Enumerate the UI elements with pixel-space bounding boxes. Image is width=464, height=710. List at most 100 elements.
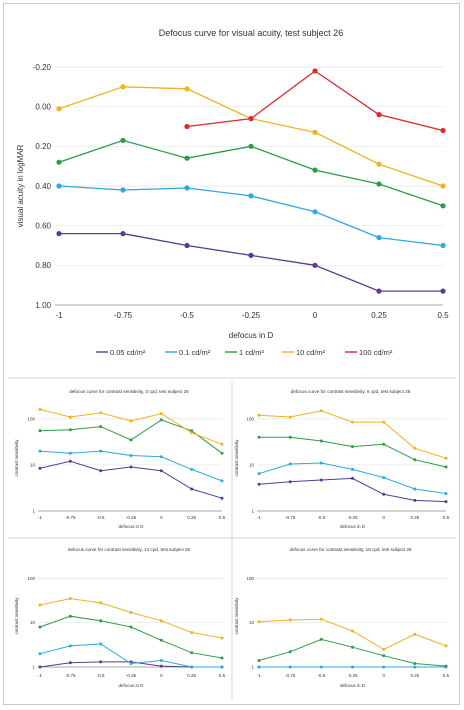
x-tick-label: -1 [55, 311, 63, 320]
x-tick-label: -0.25 [126, 673, 137, 678]
series-line [258, 410, 447, 459]
x-tick-label: 0.25 [187, 673, 196, 678]
x-tick-label: -0.75 [285, 515, 296, 520]
data-point [38, 603, 42, 607]
data-point [159, 664, 163, 668]
x-tick-label: -0.5 [317, 515, 325, 520]
data-point [190, 431, 194, 435]
data-point [220, 451, 224, 455]
data-point [413, 446, 417, 450]
y-tick-label: 1 [32, 509, 35, 514]
data-point [319, 439, 323, 443]
chart-title: Defocus curve for visual acuity, test su… [159, 28, 343, 38]
data-point [351, 665, 354, 669]
x-tick-label: -0.5 [97, 515, 105, 520]
data-point [382, 647, 386, 651]
figure-frame [3, 3, 460, 705]
series-blue [257, 461, 448, 495]
data-point [99, 601, 103, 605]
data-point [312, 68, 318, 74]
y-tick-label: 10 [249, 463, 255, 468]
data-point [184, 123, 190, 130]
data-point [440, 288, 446, 294]
x-tick-label: -0.5 [317, 673, 325, 678]
chart-3: defocus curve for contrast sensitivity, … [234, 389, 450, 529]
data-point [68, 597, 72, 601]
x-tick-label: 0.5 [437, 311, 449, 320]
series-green [257, 637, 448, 668]
data-point [376, 235, 382, 241]
y-tick-label: 1 [251, 665, 254, 670]
x-tick-label: -0.75 [65, 673, 76, 678]
data-point [220, 636, 224, 640]
data-point [99, 469, 103, 473]
data-point [184, 242, 190, 249]
data-point [382, 420, 386, 424]
chart-1: Defocus curve for visual acuity, test su… [16, 28, 449, 357]
y-axis-label: contrast sensitivity [14, 597, 19, 635]
series-line [59, 232, 443, 292]
legend-label: 1 cd/m² [239, 348, 265, 357]
y-tick-label: 10 [249, 620, 255, 625]
chart-4: defocus curve for contrast sensitivity, … [14, 547, 226, 688]
data-point [190, 651, 194, 655]
data-point [351, 629, 354, 633]
data-point [440, 203, 446, 209]
x-tick-label: -0.75 [114, 311, 133, 320]
data-point [413, 662, 417, 665]
x-tick-label: -0.75 [285, 673, 296, 678]
legend-label: 10 cd/m² [296, 348, 326, 357]
data-point [68, 428, 72, 432]
data-point [288, 462, 292, 466]
data-point [56, 159, 62, 165]
y-tick-label: 100 [246, 576, 254, 581]
data-point [319, 461, 323, 465]
series-green [257, 435, 448, 469]
x-tick-label: -1 [38, 515, 42, 520]
data-point [184, 155, 190, 161]
x-tick-label: -1 [257, 515, 261, 520]
x-tick-label: 0 [382, 673, 385, 678]
series-yellow [38, 408, 224, 446]
series-line [58, 86, 444, 187]
series-green [38, 418, 224, 455]
series-line [39, 598, 223, 639]
y-tick-label: 0.00 [35, 102, 51, 111]
x-tick-label: -1 [38, 673, 42, 678]
data-point [99, 425, 103, 429]
x-axis-label: defocus in D [118, 524, 144, 529]
data-point [440, 127, 446, 134]
data-point [159, 659, 163, 662]
x-tick-label: 0.5 [219, 515, 226, 520]
x-tick-label: -0.25 [242, 311, 261, 320]
chart-5: defocus curve for contrast sensitivity, … [234, 547, 450, 688]
series-line [259, 436, 447, 468]
series-blue [38, 642, 224, 669]
data-point [99, 660, 103, 664]
data-point [351, 645, 354, 649]
series-line [258, 618, 447, 650]
data-point [376, 288, 382, 294]
data-point [129, 438, 133, 442]
y-tick-label: 10 [30, 620, 36, 625]
x-tick-label: -0.75 [65, 515, 76, 520]
data-point [288, 435, 292, 439]
data-point [68, 644, 72, 648]
data-point [129, 419, 133, 423]
y-axis-label: contrast sensitivity [234, 597, 239, 635]
chart-2: defocus curve for contrast sensitivity, … [14, 389, 226, 529]
y-axis-label: contrast sensitivity [234, 439, 239, 477]
data-point [159, 455, 163, 459]
series-blue [38, 449, 224, 483]
data-point [56, 183, 62, 189]
data-point [159, 469, 163, 473]
y-tick-label: 10 [30, 463, 36, 468]
data-point [56, 231, 62, 237]
data-point [319, 478, 323, 482]
data-point [312, 262, 318, 268]
data-point [184, 86, 190, 92]
data-point [351, 467, 354, 471]
data-point [129, 662, 133, 665]
data-point [190, 467, 194, 471]
